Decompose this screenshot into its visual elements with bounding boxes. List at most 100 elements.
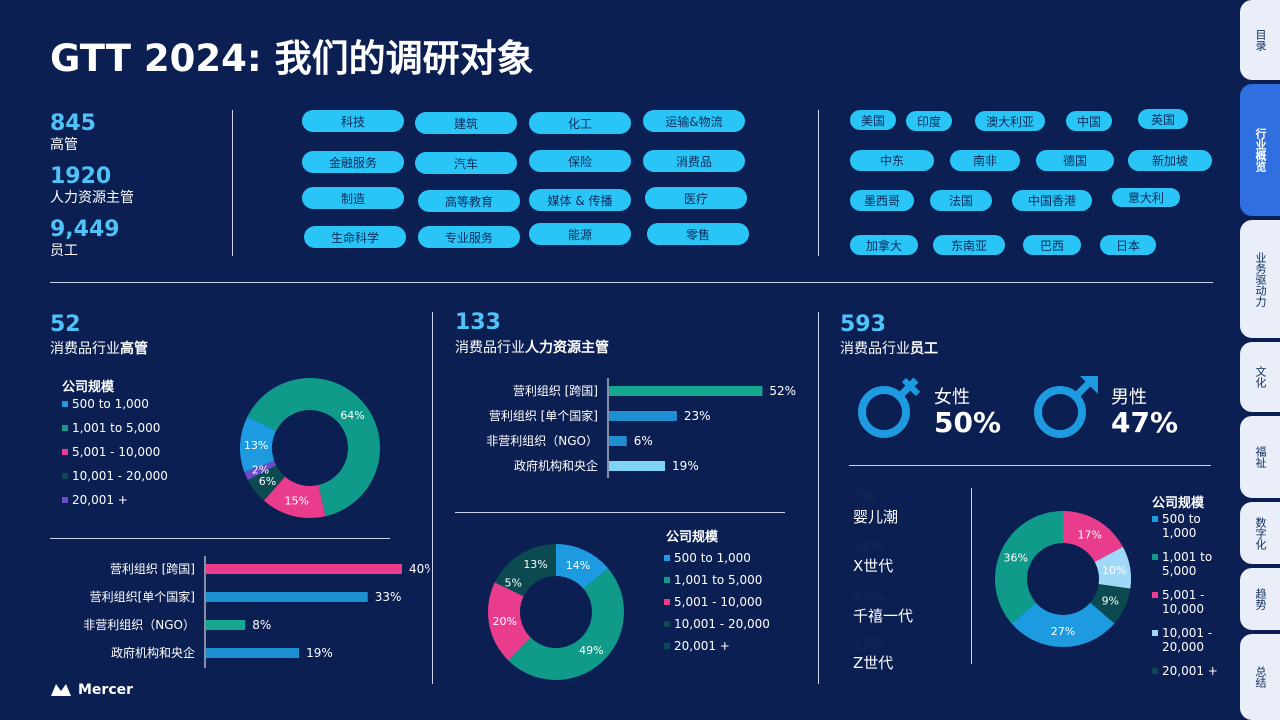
- legend-swatch: [664, 577, 670, 583]
- exec-donut-chart: 13% 64% 15% 6%2%: [240, 378, 380, 518]
- side-tab-wellbeing[interactable]: 福祉: [1240, 416, 1280, 498]
- generation-percent: 7%: [853, 490, 876, 506]
- divider: [50, 538, 390, 539]
- legend-swatch: [664, 643, 670, 649]
- exec-legend-title: 公司规模: [62, 380, 115, 395]
- section-divider: [50, 282, 1213, 283]
- side-tab-industry-overview[interactable]: 行业概览: [1240, 84, 1280, 216]
- hr-count: 133: [455, 310, 501, 335]
- generation-percent: 47%: [853, 589, 885, 605]
- generation-percent: 17%: [853, 636, 885, 652]
- country-pill: 澳大利亚: [975, 111, 1045, 131]
- exec-bar-label: 非营利组织（NGO）: [83, 618, 195, 632]
- mercer-logo-icon: [51, 684, 71, 696]
- industry-pill: 高等教育: [418, 190, 520, 212]
- exec-bar-label: 营利组织[单个国家]: [90, 589, 195, 604]
- side-tab-summary[interactable]: 总结: [1240, 634, 1280, 720]
- side-navigation: 目录 行业概览 业务驱动力 文化 福祉 数字化 趋势 总结: [1238, 0, 1280, 720]
- exec-donut-slice-label: 15%: [285, 494, 309, 507]
- side-tab-digital[interactable]: 数字化: [1240, 502, 1280, 564]
- emp-donut-slice-label: 9%: [1102, 595, 1119, 608]
- hr-bar-label: 营利组织 [单个国家]: [489, 408, 598, 423]
- exec-donut-slice: [240, 416, 277, 472]
- exec-donut-slice: [263, 476, 326, 518]
- exec-donut-slice-label: 64%: [340, 409, 364, 422]
- exec-donut-slice: [247, 378, 380, 517]
- hr-bar-value: 52%: [769, 384, 796, 398]
- legend-item: 10,001 - 20,000: [664, 617, 770, 631]
- hr-bar-value: 19%: [672, 459, 699, 473]
- exec-title-bold: 高管: [120, 341, 148, 357]
- exec-bar-label: 营利组织 [跨国]: [110, 562, 195, 576]
- hr-bar: [609, 461, 666, 471]
- stat-label: 员工: [50, 243, 78, 259]
- legend-swatch: [1152, 668, 1158, 674]
- mercer-logo-text: Mercer: [78, 682, 134, 698]
- emp-donut-slice-label: 36%: [1003, 551, 1027, 564]
- legend-label: 10,001 - 20,000: [72, 469, 168, 483]
- country-pill: 巴西: [1023, 235, 1081, 255]
- hr-donut-slice-label: 5%: [505, 576, 522, 589]
- side-tab-label: 福祉: [1254, 446, 1267, 468]
- emp-title-bold: 员工: [910, 341, 938, 357]
- country-pill: 中东: [850, 150, 934, 171]
- side-tab-label: 数字化: [1254, 516, 1267, 550]
- emp-title: 消费品行业员工: [840, 338, 938, 358]
- female-label: 女性: [934, 387, 970, 408]
- legend-item: 10,001 - 20,000: [62, 469, 168, 483]
- stat-number: 9,449: [50, 217, 120, 242]
- legend-swatch: [664, 599, 670, 605]
- legend-label: 20,001 +: [674, 639, 730, 653]
- side-tab-contents[interactable]: 目录: [1240, 0, 1280, 80]
- legend-item: 5,001 - 10,000: [1152, 588, 1234, 616]
- legend-label: 5,001 - 10,000: [1162, 588, 1205, 616]
- hr-donut-slice: [556, 544, 609, 589]
- side-tab-trends[interactable]: 趋势: [1240, 568, 1280, 630]
- country-pill: 墨西哥: [850, 190, 914, 211]
- hr-legend-title: 公司规模: [666, 530, 719, 545]
- legend-swatch: [1152, 630, 1158, 636]
- stat-executives: 845 高管: [50, 112, 96, 154]
- legend-swatch: [664, 555, 670, 561]
- hr-bar-chart: 营利组织 [跨国] 52% 营利组织 [单个国家] 23% 非营利组织（NGO） 6% 政府…: [486, 378, 796, 478]
- side-tab-label: 总结: [1254, 666, 1267, 688]
- legend-swatch: [62, 425, 68, 431]
- hr-bar-label: 营利组织 [跨国]: [513, 384, 598, 398]
- side-tab-business-drivers[interactable]: 业务驱动力: [1240, 220, 1280, 338]
- hr-title-bold: 人力资源主管: [525, 340, 609, 356]
- emp-donut-slice: [1090, 584, 1131, 624]
- legend-label: 20,001 +: [72, 493, 128, 507]
- divider: [232, 110, 233, 256]
- side-tab-culture[interactable]: 文化: [1240, 342, 1280, 412]
- hr-donut-slice-label: 14%: [566, 559, 590, 572]
- side-tab-label: 业务驱动力: [1254, 251, 1267, 307]
- industry-pill: 运输&物流: [643, 110, 745, 132]
- generation-baby-boomers: 7% 婴儿潮: [853, 490, 898, 527]
- exec-title-prefix: 消费品行业: [50, 341, 120, 357]
- divider: [455, 512, 785, 513]
- exec-bar: [206, 648, 300, 658]
- exec-bar-value: 40%: [409, 562, 430, 576]
- hr-donut-chart: 14% 49% 20% 5%13%: [488, 544, 624, 680]
- male-percent: 47%: [1111, 406, 1179, 439]
- divider: [818, 110, 819, 256]
- industry-pill: 制造: [302, 187, 404, 209]
- exec-donut-slice-label: 6%: [259, 475, 276, 488]
- side-tab-label: 行业概览: [1254, 128, 1267, 172]
- female-icon: [858, 377, 921, 438]
- hr-bar: [609, 386, 763, 396]
- emp-donut-slice: [1094, 546, 1131, 589]
- exec-bar-chart: 营利组织 [跨国] 40% 营利组织[单个国家] 33% 非营利组织（NGO） 8% 政府机…: [83, 556, 430, 668]
- country-pill: 美国: [850, 110, 896, 130]
- page-title: GTT 2024: 我们的调研对象: [50, 37, 534, 80]
- legend-item: 1,001 to 5,000: [1152, 550, 1234, 578]
- side-tab-label: 文化: [1254, 366, 1267, 388]
- legend-label: 500 to 1,000: [72, 397, 149, 411]
- generation-label: Z世代: [853, 654, 894, 672]
- generation-millennials: 47% 千禧一代: [853, 589, 913, 626]
- exec-donut-slice: [244, 460, 277, 480]
- divider: [849, 465, 1211, 466]
- hr-donut-slice: [506, 544, 556, 588]
- hr-donut-slice: [488, 582, 531, 661]
- legend-item: 5,001 - 10,000: [62, 445, 168, 459]
